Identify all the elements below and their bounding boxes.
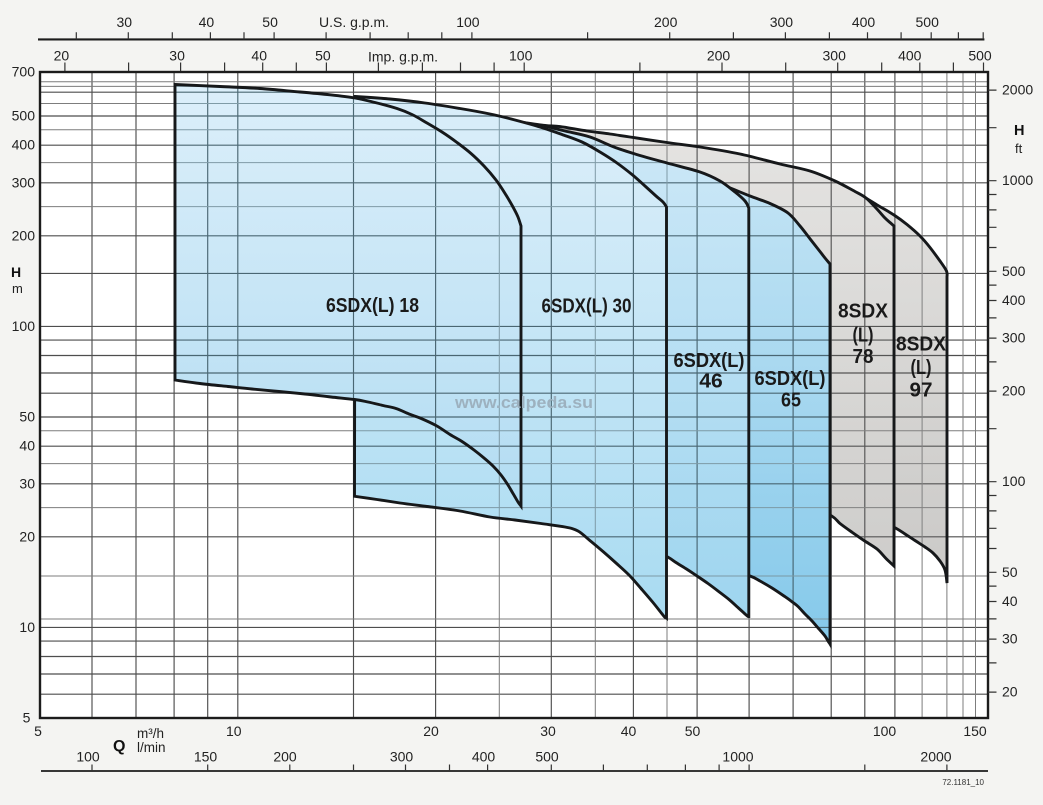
svg-text:www.calpeda.su: www.calpeda.su bbox=[454, 394, 593, 412]
svg-text:Imp. g.p.m.: Imp. g.p.m. bbox=[368, 49, 438, 65]
svg-text:ft: ft bbox=[1015, 141, 1023, 156]
svg-text:150: 150 bbox=[963, 723, 987, 739]
svg-text:8SDX: 8SDX bbox=[838, 300, 889, 322]
svg-text:50: 50 bbox=[1002, 564, 1018, 580]
svg-text:97: 97 bbox=[910, 379, 933, 401]
svg-text:30: 30 bbox=[1002, 631, 1018, 647]
svg-text:20: 20 bbox=[19, 528, 35, 544]
svg-text:300: 300 bbox=[823, 48, 847, 64]
svg-text:6SDX(L) 30: 6SDX(L) 30 bbox=[542, 295, 632, 317]
svg-text:500: 500 bbox=[535, 749, 559, 765]
svg-text:72.1181_10: 72.1181_10 bbox=[942, 778, 984, 787]
svg-text:200: 200 bbox=[12, 227, 36, 243]
svg-text:50: 50 bbox=[262, 14, 278, 30]
svg-text:65: 65 bbox=[781, 389, 801, 411]
svg-text:40: 40 bbox=[1002, 593, 1018, 609]
svg-text:30: 30 bbox=[169, 48, 185, 64]
svg-text:78: 78 bbox=[853, 346, 874, 368]
svg-text:H: H bbox=[11, 264, 21, 280]
svg-text:(L): (L) bbox=[853, 324, 874, 346]
svg-text:1000: 1000 bbox=[722, 749, 753, 765]
svg-text:30: 30 bbox=[117, 14, 133, 30]
svg-text:30: 30 bbox=[19, 475, 35, 491]
svg-text:500: 500 bbox=[12, 108, 36, 124]
svg-text:400: 400 bbox=[852, 14, 876, 30]
svg-text:2000: 2000 bbox=[920, 749, 951, 765]
svg-text:l/min: l/min bbox=[137, 740, 166, 755]
svg-text:200: 200 bbox=[707, 48, 731, 64]
svg-text:5: 5 bbox=[23, 710, 31, 726]
svg-text:50: 50 bbox=[685, 723, 701, 739]
svg-text:Q: Q bbox=[113, 738, 125, 755]
svg-text:100: 100 bbox=[509, 48, 533, 64]
svg-text:300: 300 bbox=[1002, 330, 1026, 346]
svg-text:30: 30 bbox=[540, 723, 556, 739]
svg-text:5: 5 bbox=[34, 723, 42, 739]
svg-text:400: 400 bbox=[472, 749, 496, 765]
svg-text:100: 100 bbox=[76, 749, 100, 765]
svg-text:100: 100 bbox=[12, 318, 36, 334]
svg-text:40: 40 bbox=[199, 14, 215, 30]
svg-text:200: 200 bbox=[273, 749, 297, 765]
svg-text:200: 200 bbox=[654, 14, 678, 30]
svg-text:400: 400 bbox=[1002, 292, 1026, 308]
svg-text:10: 10 bbox=[226, 723, 242, 739]
svg-text:6SDX(L): 6SDX(L) bbox=[674, 350, 745, 372]
svg-text:200: 200 bbox=[1002, 383, 1026, 399]
svg-text:20: 20 bbox=[1002, 684, 1018, 700]
svg-text:6SDX(L): 6SDX(L) bbox=[755, 368, 826, 390]
svg-text:50: 50 bbox=[19, 409, 35, 425]
svg-text:20: 20 bbox=[54, 48, 70, 64]
svg-text:100: 100 bbox=[456, 14, 480, 30]
svg-text:20: 20 bbox=[423, 723, 439, 739]
svg-text:400: 400 bbox=[12, 137, 36, 153]
svg-text:6SDX(L) 18: 6SDX(L) 18 bbox=[326, 295, 419, 317]
svg-text:500: 500 bbox=[916, 14, 940, 30]
svg-text:100: 100 bbox=[873, 723, 897, 739]
svg-text:H: H bbox=[1014, 123, 1024, 139]
svg-text:m: m bbox=[12, 281, 23, 296]
svg-text:500: 500 bbox=[968, 48, 992, 64]
svg-text:300: 300 bbox=[12, 174, 36, 190]
svg-text:40: 40 bbox=[251, 48, 267, 64]
svg-text:2000: 2000 bbox=[1002, 82, 1033, 98]
svg-text:50: 50 bbox=[315, 48, 331, 64]
svg-text:8SDX: 8SDX bbox=[896, 333, 947, 355]
svg-text:10: 10 bbox=[19, 619, 35, 635]
svg-text:U.S. g.p.m.: U.S. g.p.m. bbox=[319, 14, 389, 30]
svg-text:700: 700 bbox=[12, 64, 36, 80]
svg-text:46: 46 bbox=[699, 371, 723, 393]
svg-text:400: 400 bbox=[898, 48, 922, 64]
svg-text:300: 300 bbox=[390, 749, 414, 765]
svg-text:100: 100 bbox=[1002, 473, 1026, 489]
svg-text:40: 40 bbox=[19, 438, 35, 454]
svg-text:500: 500 bbox=[1002, 263, 1026, 279]
svg-text:(L): (L) bbox=[911, 357, 932, 379]
svg-text:40: 40 bbox=[621, 723, 637, 739]
svg-text:150: 150 bbox=[194, 749, 218, 765]
svg-text:m³/h: m³/h bbox=[137, 726, 164, 741]
svg-text:300: 300 bbox=[770, 14, 794, 30]
svg-text:1000: 1000 bbox=[1002, 172, 1033, 188]
